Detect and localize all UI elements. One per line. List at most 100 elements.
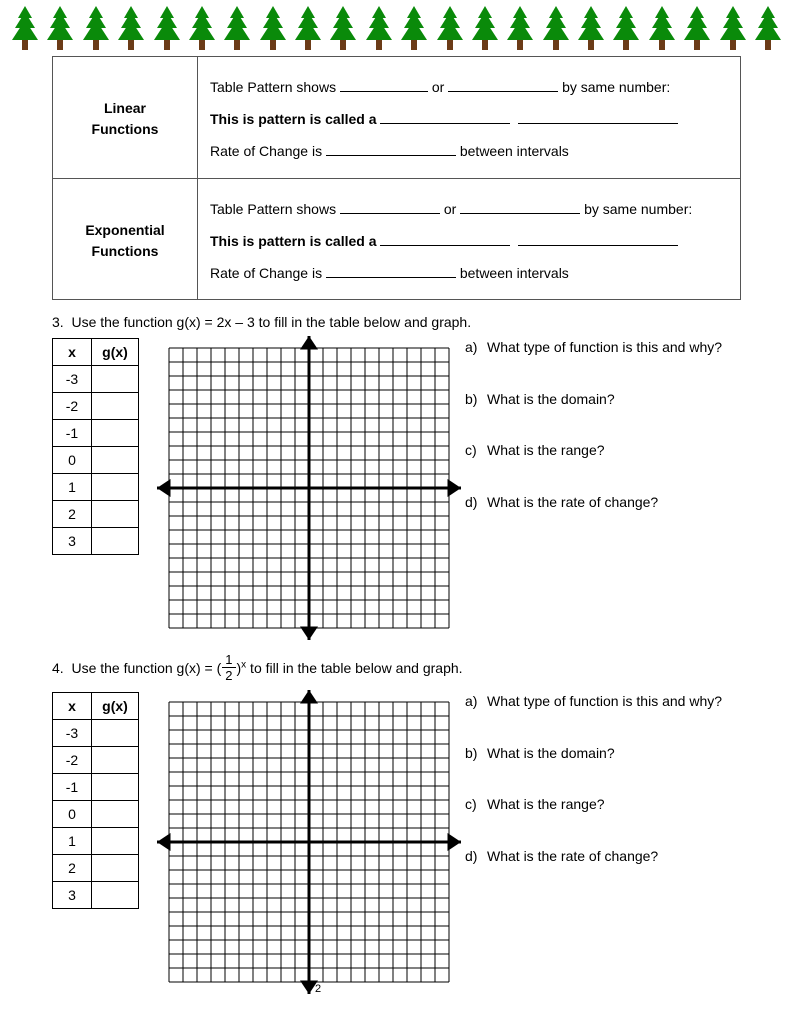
- table-row: -3: [53, 366, 139, 393]
- table-row: -1: [53, 420, 139, 447]
- table-row: -2: [53, 747, 139, 774]
- definitions-body: Table Pattern shows or by same number:Th…: [198, 178, 741, 300]
- q4b-let: b): [465, 744, 487, 764]
- coordinate-grid: 2: [157, 690, 461, 994]
- definitions-row: ExponentialFunctionsTable Pattern shows …: [53, 178, 741, 300]
- table-row: 1: [53, 828, 139, 855]
- gx-cell[interactable]: [92, 828, 139, 855]
- table-row: 1: [53, 474, 139, 501]
- tree-icon: [503, 4, 537, 54]
- x-cell: -2: [53, 747, 92, 774]
- tree-icon: [326, 4, 360, 54]
- tree-icon: [220, 4, 254, 54]
- tree-icon: [43, 4, 77, 54]
- page-content: LinearFunctionsTable Pattern shows or by…: [0, 56, 793, 1021]
- q4-col-gx: g(x): [92, 693, 139, 720]
- q4-text-a: Use the function g(x) = (: [71, 660, 221, 676]
- x-cell: -1: [53, 420, 92, 447]
- q3-col-x: x: [53, 339, 92, 366]
- tree-icon: [291, 4, 325, 54]
- definitions-body: Table Pattern shows or by same number:Th…: [198, 57, 741, 179]
- gx-cell[interactable]: [92, 474, 139, 501]
- question-4-prompt: 4. Use the function g(x) = (12)x to fill…: [52, 655, 741, 684]
- gx-cell[interactable]: [92, 393, 139, 420]
- q4-xy-body: -3-2-10123: [53, 720, 139, 909]
- gx-cell[interactable]: [92, 801, 139, 828]
- tree-icon: [256, 4, 290, 54]
- tree-icon: [150, 4, 184, 54]
- gx-cell[interactable]: [92, 366, 139, 393]
- gx-cell[interactable]: [92, 501, 139, 528]
- q4-col-x: x: [53, 693, 92, 720]
- q3-xy-body: -3-2-10123: [53, 366, 139, 555]
- q4-graph: 2: [157, 690, 447, 997]
- table-row: -3: [53, 720, 139, 747]
- question-3-row: x g(x) -3-2-10123 a)What type of functio…: [52, 336, 741, 643]
- gx-cell[interactable]: [92, 855, 139, 882]
- table-row: 2: [53, 501, 139, 528]
- definitions-label: ExponentialFunctions: [53, 178, 198, 300]
- q4-text-c: to fill in the table below and graph.: [246, 660, 462, 676]
- q3a: What type of function is this and why?: [487, 338, 722, 358]
- gx-cell[interactable]: [92, 420, 139, 447]
- tree-icon: [645, 4, 679, 54]
- x-cell: 1: [53, 474, 92, 501]
- definitions-table: LinearFunctionsTable Pattern shows or by…: [52, 56, 741, 300]
- q3c-let: c): [465, 441, 487, 461]
- tree-icon: [716, 4, 750, 54]
- table-row: 3: [53, 882, 139, 909]
- tree-icon: [468, 4, 502, 54]
- q3-xy-table: x g(x) -3-2-10123: [52, 338, 139, 555]
- tree-icon: [574, 4, 608, 54]
- tree-icon: [433, 4, 467, 54]
- q4a-let: a): [465, 692, 487, 712]
- tree-icon: [397, 4, 431, 54]
- gx-cell[interactable]: [92, 447, 139, 474]
- x-cell: 0: [53, 447, 92, 474]
- x-cell: 3: [53, 528, 92, 555]
- q4d: What is the rate of change?: [487, 847, 658, 867]
- tree-icon: [539, 4, 573, 54]
- x-cell: -2: [53, 393, 92, 420]
- x-cell: 0: [53, 801, 92, 828]
- gx-cell[interactable]: [92, 720, 139, 747]
- x-cell: 2: [53, 855, 92, 882]
- q4a: What type of function is this and why?: [487, 692, 722, 712]
- gx-cell[interactable]: [92, 747, 139, 774]
- x-cell: 3: [53, 882, 92, 909]
- tree-icon: [79, 4, 113, 54]
- tree-icon: [680, 4, 714, 54]
- coordinate-grid: [157, 336, 461, 640]
- frac-num: 1: [222, 653, 235, 667]
- gx-cell[interactable]: [92, 882, 139, 909]
- q4-subquestions: a)What type of function is this and why?…: [465, 690, 741, 898]
- q3d-let: d): [465, 493, 487, 513]
- q3d: What is the rate of change?: [487, 493, 658, 513]
- q3b-let: b): [465, 390, 487, 410]
- gx-cell[interactable]: [92, 774, 139, 801]
- tree-icon: [751, 4, 785, 54]
- q3-subquestions: a)What type of function is this and why?…: [465, 336, 741, 544]
- definitions-tbody: LinearFunctionsTable Pattern shows or by…: [53, 57, 741, 300]
- table-row: -2: [53, 393, 139, 420]
- q3-col-gx: g(x): [92, 339, 139, 366]
- table-row: -1: [53, 774, 139, 801]
- table-row: 0: [53, 801, 139, 828]
- q3-number: 3.: [52, 314, 64, 330]
- frac-den: 2: [222, 667, 235, 682]
- q4b: What is the domain?: [487, 744, 615, 764]
- definitions-label: LinearFunctions: [53, 57, 198, 179]
- x-cell: 2: [53, 501, 92, 528]
- q3-text: Use the function g(x) = 2x – 3 to fill i…: [71, 314, 471, 330]
- tree-icon: [362, 4, 396, 54]
- q4c: What is the range?: [487, 795, 605, 815]
- q3b: What is the domain?: [487, 390, 615, 410]
- table-row: 0: [53, 447, 139, 474]
- question-4-row: x g(x) -3-2-10123 2 a)What type of funct…: [52, 690, 741, 997]
- tree-icon: [185, 4, 219, 54]
- table-row: 3: [53, 528, 139, 555]
- tree-border: [0, 0, 793, 56]
- tree-icon: [609, 4, 643, 54]
- x-cell: -3: [53, 366, 92, 393]
- gx-cell[interactable]: [92, 528, 139, 555]
